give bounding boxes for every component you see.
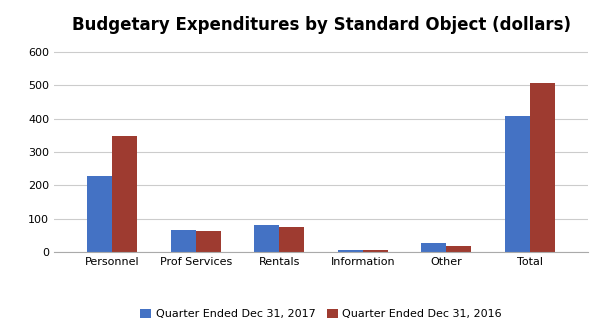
- Bar: [171, 230, 196, 252]
- Bar: [446, 246, 471, 252]
- Bar: [505, 116, 530, 252]
- Bar: [530, 83, 554, 252]
- Bar: [279, 227, 304, 252]
- Bar: [338, 250, 363, 252]
- Bar: [88, 176, 112, 252]
- Legend: Quarter Ended Dec 31, 2017, Quarter Ended Dec 31, 2016: Quarter Ended Dec 31, 2017, Quarter Ende…: [136, 304, 506, 323]
- Bar: [196, 231, 221, 252]
- Bar: [421, 243, 446, 252]
- Bar: [112, 136, 137, 252]
- Title: Budgetary Expenditures by Standard Object (dollars): Budgetary Expenditures by Standard Objec…: [71, 16, 571, 35]
- Bar: [254, 225, 279, 252]
- Bar: [363, 250, 388, 252]
